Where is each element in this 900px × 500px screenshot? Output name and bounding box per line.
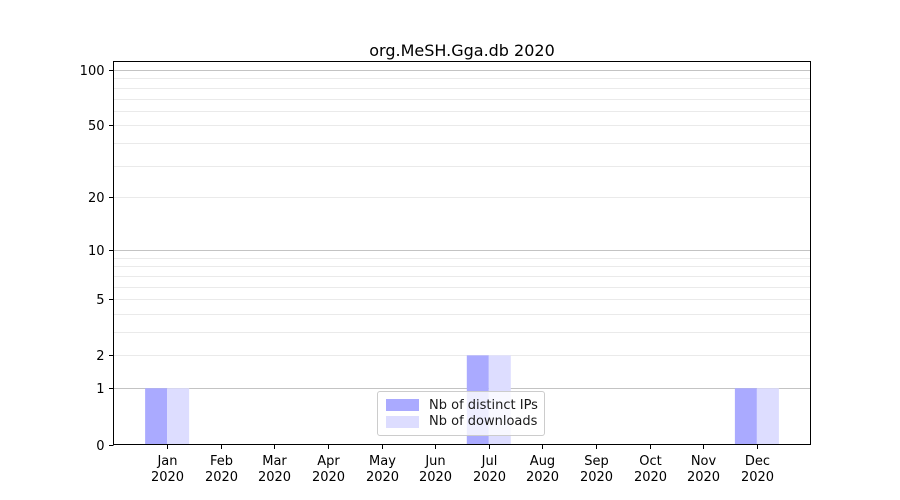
x-tick-label-month: Mar (262, 454, 287, 469)
x-tick-label-year: 2020 (151, 470, 184, 485)
x-tick-label-year: 2020 (258, 470, 291, 485)
x-tick-label-year: 2020 (205, 470, 238, 485)
x-tick-label-year: 2020 (526, 470, 559, 485)
x-tick-label-month: Dec (745, 454, 770, 469)
x-tick-label-month: Jul (481, 454, 498, 469)
x-tick-label-year: 2020 (473, 470, 506, 485)
x-axis-ticks: Jan2020Feb2020Mar2020Apr2020May2020Jun20… (151, 444, 774, 485)
x-tick-label-month: Jun (424, 454, 445, 469)
y-tick-label: 0 (96, 439, 104, 454)
x-tick-label-year: 2020 (366, 470, 399, 485)
x-tick-label-month: Nov (691, 454, 717, 469)
minor-gridlines (113, 78, 811, 356)
y-tick-label: 2 (96, 349, 104, 364)
legend-label: Nb of downloads (429, 414, 538, 430)
legend-entry: Nb of distinct IPs (386, 397, 538, 413)
y-tick-label: 5 (96, 293, 104, 308)
x-tick-label-month: May (369, 454, 396, 469)
legend-swatch-downloads (386, 415, 419, 428)
bar-downloads-dec (756, 388, 779, 445)
major-gridlines (113, 70, 811, 389)
legend-swatch-distinct-ips (386, 399, 419, 412)
axes (113, 61, 811, 445)
y-tick-label: 1 (96, 382, 104, 397)
x-tick-label-month: Apr (317, 454, 340, 469)
x-tick-label-month: Oct (639, 454, 661, 469)
bar-ips-dec (734, 388, 757, 445)
bar-downloads-jan (167, 388, 190, 445)
y-tick-label: 100 (80, 64, 105, 79)
y-tick-label: 10 (88, 244, 105, 259)
x-tick-label-month: Jan (156, 454, 177, 469)
x-tick-label-year: 2020 (312, 470, 345, 485)
legend: Nb of distinct IPs Nb of downloads (377, 391, 545, 436)
y-tick-label: 50 (88, 119, 105, 134)
y-axis-ticks: 0 1 2 5 10 20 50 100 (80, 64, 114, 454)
x-tick-label-year: 2020 (580, 470, 613, 485)
x-tick-label-month: Feb (210, 454, 233, 469)
x-tick-label-month: Sep (584, 454, 609, 469)
x-tick-label-year: 2020 (687, 470, 720, 485)
legend-entry: Nb of downloads (386, 414, 538, 430)
x-tick-label-year: 2020 (741, 470, 774, 485)
chart-title: org.MeSH.Gga.db 2020 (369, 41, 555, 60)
y-tick-label: 20 (88, 191, 105, 206)
plot-border (113, 61, 811, 445)
bar-ips-jan (145, 388, 168, 445)
x-tick-label-year: 2020 (419, 470, 452, 485)
x-tick-label-month: Aug (530, 454, 555, 469)
legend-label: Nb of distinct IPs (429, 397, 538, 413)
x-tick-label-year: 2020 (634, 470, 667, 485)
